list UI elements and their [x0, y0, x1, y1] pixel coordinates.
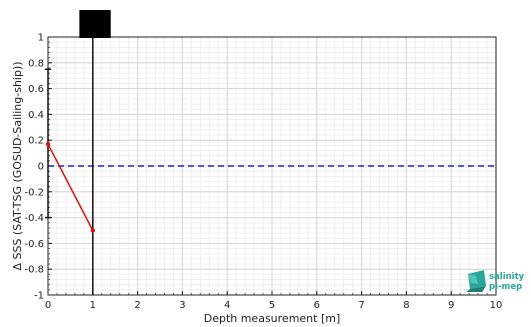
y-tick-label: -1 — [34, 291, 44, 302]
y-tick-label: 0 — [38, 162, 44, 173]
x-tick-label: 8 — [403, 300, 409, 311]
y-tick-label: -0.8 — [24, 265, 44, 276]
y-tick-label: 0.6 — [28, 84, 44, 95]
x-tick-label: 2 — [134, 300, 140, 311]
salinity-pi-mep-logo: salinity pi-mep — [466, 270, 525, 292]
x-tick-label: 5 — [269, 300, 275, 311]
y-tick-label: 0.4 — [28, 110, 44, 121]
y-tick-label: 0.8 — [28, 58, 44, 69]
logo-text-line1: salinity — [489, 272, 525, 282]
logo-mark-icon — [466, 270, 486, 292]
logo-text-line2: pi-mep — [489, 282, 522, 292]
series-point — [45, 141, 51, 147]
x-tick-label: 9 — [448, 300, 454, 311]
y-tick-label: 0.2 — [28, 136, 44, 147]
series-point — [90, 228, 96, 233]
x-tick-label: 3 — [179, 300, 185, 311]
x-tick-label: 10 — [490, 300, 503, 311]
y-tick-label: 1 — [38, 33, 44, 44]
y-tick-label: -0.2 — [24, 187, 44, 198]
x-tick-label: 1 — [90, 300, 96, 311]
x-tick-label: 6 — [314, 300, 320, 311]
x-tick-label: 4 — [224, 300, 230, 311]
x-tick-label: 7 — [358, 300, 364, 311]
y-axis-label: Δ SSS (SAT-TSG (GOSUD-Sailing-ship)) — [11, 61, 24, 270]
ticks: 0 1 2 3 4 5 6 7 8 9 10 1 0.8 0.6 0.4 0.2 0 -0.2 -0.4 -0.6 -0… — [24, 33, 502, 312]
data-marks — [45, 10, 496, 295]
x-axis-label: Depth measurement [m] — [204, 312, 341, 325]
series-line — [47, 143, 94, 231]
y-tick-label: -0.6 — [24, 239, 44, 250]
x-tick-label: 0 — [45, 300, 51, 311]
y-tick-label: -0.4 — [24, 213, 44, 224]
top-box — [79, 10, 111, 38]
